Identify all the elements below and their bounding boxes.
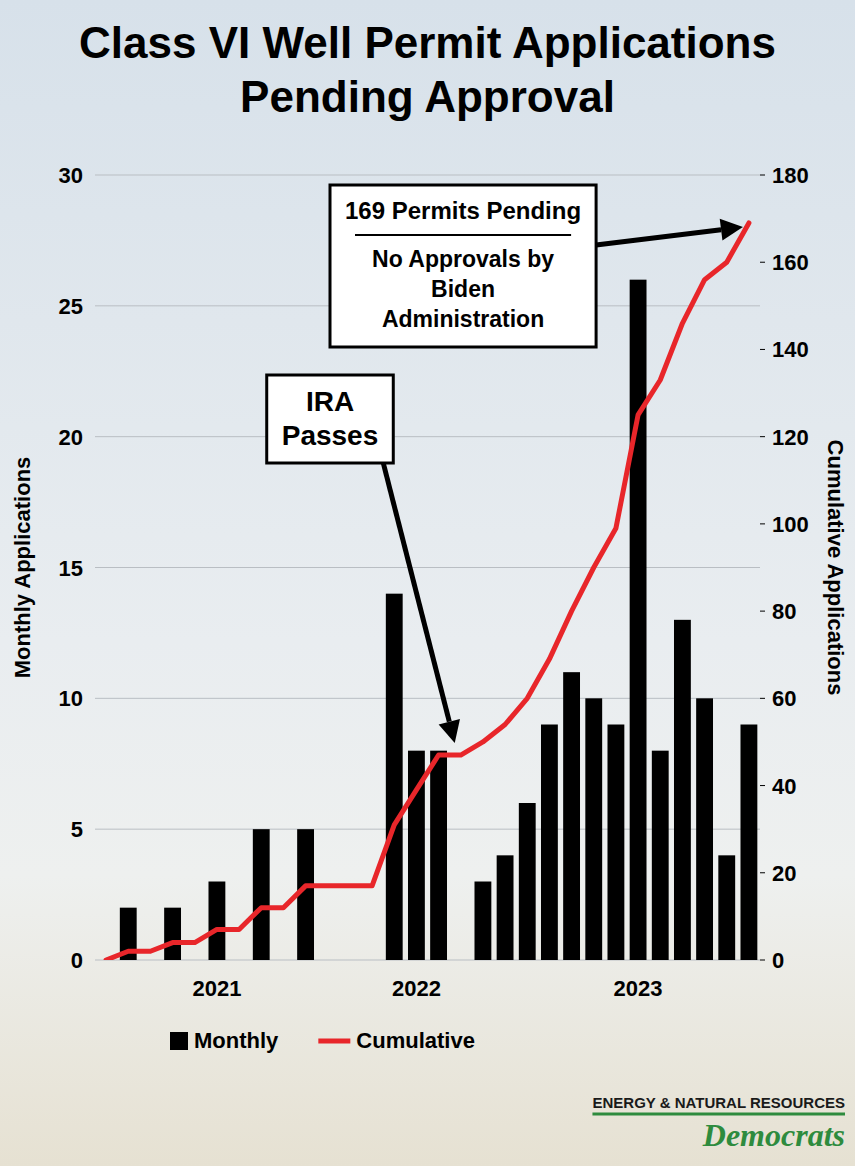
arrow-head [439, 719, 460, 743]
y2-tick-label: 20 [772, 861, 796, 886]
logo-party: Democrats [702, 1117, 845, 1153]
logo-org: ENERGY & NATURAL RESOURCES [592, 1094, 845, 1111]
y2-tick [760, 349, 765, 350]
annotation-rule [355, 234, 571, 236]
y2-tick [760, 872, 765, 873]
y2-tick [760, 698, 765, 699]
y2-tick-label: 140 [772, 337, 809, 362]
y2-tick [760, 611, 765, 612]
bar [718, 855, 735, 960]
bar [519, 803, 536, 960]
annotation-text-line: Administration [382, 306, 544, 332]
grid-line [95, 698, 760, 699]
bar [541, 725, 558, 961]
bar [474, 882, 491, 961]
annotation-box [267, 375, 394, 463]
y2-tick-label: 160 [772, 250, 809, 275]
y-axis-title: Monthly Applications [10, 457, 35, 679]
bar [364, 960, 381, 961]
legend-label: Cumulative [356, 1028, 475, 1053]
bar [585, 698, 602, 960]
y2-tick-label: 40 [772, 774, 796, 799]
y2-tick [760, 262, 765, 263]
annotation-text: IRAPasses [282, 386, 379, 451]
bar [231, 960, 248, 961]
y2-tick-label: 180 [772, 163, 809, 188]
arrow-shaft [383, 463, 449, 722]
x-tick-label: 2022 [392, 976, 441, 1001]
bar [607, 725, 624, 961]
grid-line [95, 436, 760, 437]
x-tick-label: 2021 [192, 976, 241, 1001]
y2-tick [760, 523, 765, 524]
y-tick-label: 5 [71, 817, 83, 842]
x-tick-label: 2023 [614, 976, 663, 1001]
bar [430, 751, 447, 960]
bar [652, 751, 669, 960]
y2-tick-label: 100 [772, 512, 809, 537]
y-tick-label: 10 [59, 686, 83, 711]
bar [452, 960, 469, 961]
y2-tick-label: 80 [772, 599, 796, 624]
annotation-text: No Approvals by Biden Administration [372, 246, 554, 332]
y2-axis-title: Cumulative Applications [823, 440, 848, 696]
bar [386, 594, 403, 960]
y2-tick [760, 175, 765, 176]
y2-tick [760, 785, 765, 786]
title-line: Pending Approval [240, 72, 615, 121]
annotation-text-line: No Approvals by [372, 246, 554, 272]
logo-rule [592, 1113, 845, 1116]
y2-tick-label: 0 [772, 948, 784, 973]
bar [630, 280, 647, 960]
bar [208, 882, 225, 961]
annotation-text-line: Biden [431, 276, 495, 302]
bar [740, 725, 757, 961]
title: Class VI Well Permit Applications Pending… [79, 18, 776, 121]
chart: Class VI Well Permit Applications Pending… [0, 0, 855, 1166]
annotation-text-line: Passes [282, 420, 379, 451]
arrow-head [720, 219, 743, 241]
grid [95, 175, 760, 960]
y-tick-label: 30 [59, 163, 83, 188]
y2-tick [760, 960, 765, 961]
bar [497, 855, 514, 960]
bar [186, 960, 203, 961]
y-tick-label: 25 [59, 294, 83, 319]
bar [164, 908, 181, 960]
bar [674, 620, 691, 960]
bar [253, 829, 270, 960]
grid-line [95, 567, 760, 568]
title-line: Class VI Well Permit Applications [79, 18, 776, 67]
annotation-text-line: IRA [306, 386, 354, 417]
y-tick-label: 0 [71, 948, 83, 973]
y2-tick [760, 436, 765, 437]
legend-key [170, 1032, 188, 1050]
y-tick-label: 15 [59, 556, 83, 581]
y2-tick-label: 120 [772, 425, 809, 450]
annotation-title: 169 Permits Pending [345, 197, 581, 224]
background [0, 0, 855, 1166]
legend-label: Monthly [194, 1028, 279, 1053]
bar [142, 960, 159, 961]
legend-key [318, 1039, 350, 1044]
bar [319, 960, 336, 961]
bar [696, 698, 713, 960]
grid-line [95, 175, 760, 176]
y2-tick-label: 60 [772, 686, 796, 711]
bar [275, 960, 292, 961]
bar [563, 672, 580, 960]
arrow-shaft [596, 230, 721, 245]
y-tick-label: 20 [59, 425, 83, 450]
bar [341, 960, 358, 961]
annotation-box [330, 185, 596, 347]
